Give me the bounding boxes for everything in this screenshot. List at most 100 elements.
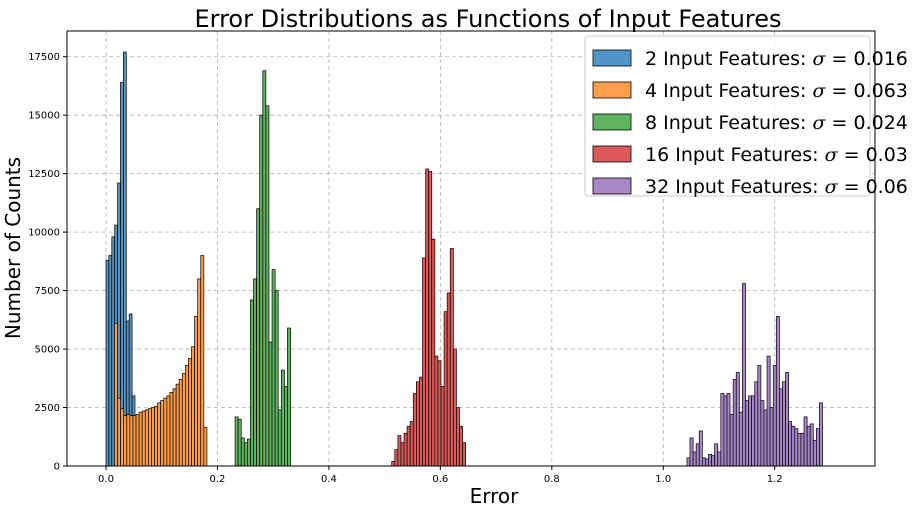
- histogram-bar: [698, 430, 703, 467]
- legend-entry: 4 Input Features: σ = 0.063: [645, 80, 908, 102]
- histogram-bar: [459, 425, 463, 467]
- histogram-bar: [717, 451, 722, 467]
- histogram-bar: [409, 421, 414, 467]
- histogram-bar: [816, 428, 820, 467]
- legend-swatch: [592, 81, 632, 99]
- histogram-bar: [732, 379, 737, 467]
- legend-series-name: 8 Input Features:: [645, 112, 813, 134]
- histogram-bar: [803, 416, 808, 467]
- y-axis-label: Number of Counts: [1, 157, 25, 339]
- histogram-bar: [185, 365, 189, 467]
- histogram-bar: [141, 410, 146, 467]
- sigma-symbol: σ: [825, 176, 839, 198]
- histogram-bar: [262, 70, 267, 467]
- histogram-bar: [748, 395, 752, 467]
- histogram-bar: [200, 255, 205, 467]
- histogram-bar: [166, 395, 171, 467]
- y-tick-label: 10000: [28, 228, 60, 239]
- histogram-bar: [194, 315, 199, 467]
- histogram-bar: [714, 443, 719, 467]
- histogram-bar: [806, 425, 811, 467]
- histogram-bar: [123, 415, 128, 467]
- histogram-bar: [253, 278, 257, 467]
- legend-series-name: 16 Input Features:: [645, 144, 825, 166]
- legend-swatch: [592, 49, 632, 67]
- histogram-bar: [284, 386, 288, 467]
- histogram-bar: [754, 381, 759, 467]
- histogram-bar: [449, 248, 454, 467]
- histogram-bar: [437, 360, 442, 467]
- histogram-bar: [791, 425, 796, 467]
- y-tick-label: 2500: [35, 403, 60, 414]
- histogram-bar: [400, 442, 405, 467]
- plot-frame: [66, 30, 876, 467]
- x-tick-label: 0.2: [210, 474, 226, 485]
- histogram-bar: [701, 457, 706, 467]
- equals-sign: =: [838, 176, 866, 198]
- x-axis-label: Error: [470, 484, 520, 508]
- histogram-bar: [138, 411, 143, 467]
- histogram-bar: [689, 437, 694, 467]
- x-tick-label: 1.2: [767, 474, 783, 485]
- histogram-bar: [809, 423, 814, 467]
- legend-entry: 16 Input Features: σ = 0.03: [645, 144, 908, 166]
- histogram-bar: [175, 383, 180, 467]
- legend-swatch: [592, 113, 632, 131]
- histogram-bar: [274, 290, 279, 467]
- histogram-bar: [751, 395, 756, 467]
- histogram-bar: [711, 455, 716, 467]
- histogram-bar: [738, 411, 743, 467]
- histogram-bar: [763, 409, 768, 467]
- histogram-bar: [742, 283, 746, 467]
- histogram-bar: [259, 114, 264, 467]
- histogram-bar: [271, 269, 276, 467]
- histogram-bar: [812, 439, 817, 467]
- histogram-bar: [181, 373, 186, 467]
- histogram-bar: [114, 322, 118, 467]
- legend-series-name: 4 Input Features:: [645, 80, 813, 102]
- legend-frame: [584, 35, 871, 197]
- sigma-symbol: σ: [825, 144, 839, 166]
- histogram-bar: [782, 381, 786, 467]
- histogram-bar: [428, 170, 433, 467]
- legend-sigma-value: 0.06: [866, 176, 908, 198]
- histogram-bar: [800, 432, 805, 467]
- histogram-bar: [188, 358, 192, 467]
- histogram-bar: [456, 407, 460, 467]
- legend-sigma-value: 0.024: [854, 112, 908, 134]
- histogram-bar: [247, 438, 251, 467]
- histogram-bar: [788, 421, 793, 467]
- sigma-symbol: σ: [813, 48, 827, 70]
- histogram-bar: [144, 409, 149, 467]
- legend-sigma-value: 0.016: [854, 48, 908, 70]
- histogram-bar: [172, 388, 177, 467]
- sigma-symbol: σ: [813, 112, 827, 134]
- equals-sign: =: [826, 80, 854, 102]
- sigma-symbol: σ: [813, 80, 827, 102]
- histogram-bar: [452, 348, 457, 467]
- chart-title: Error Distributions as Functions of Inpu…: [194, 5, 781, 33]
- equals-sign: =: [838, 144, 866, 166]
- histogram-bar: [695, 443, 700, 467]
- histogram-bar: [422, 257, 426, 467]
- histogram-bar: [277, 409, 282, 467]
- histogram-bar: [148, 408, 152, 467]
- x-tick-label: 1.0: [655, 474, 671, 485]
- histogram-bar: [160, 400, 165, 467]
- legend-entry: 8 Input Features: σ = 0.024: [645, 112, 908, 134]
- histogram-bar: [692, 451, 697, 467]
- histogram-bar: [203, 427, 208, 467]
- histogram-bar: [250, 299, 254, 467]
- histogram-bar: [391, 460, 396, 467]
- histogram-bar: [234, 416, 239, 467]
- histogram-bar: [434, 355, 439, 467]
- histogram-bar: [287, 327, 291, 467]
- histogram-bars: [105, 51, 823, 467]
- histogram-bar: [135, 414, 140, 467]
- histogram-bar: [157, 402, 162, 467]
- histogram-bar: [419, 376, 423, 467]
- histogram-bar: [243, 442, 248, 467]
- y-tick-label: 15000: [28, 111, 60, 122]
- histogram-bar: [108, 255, 113, 467]
